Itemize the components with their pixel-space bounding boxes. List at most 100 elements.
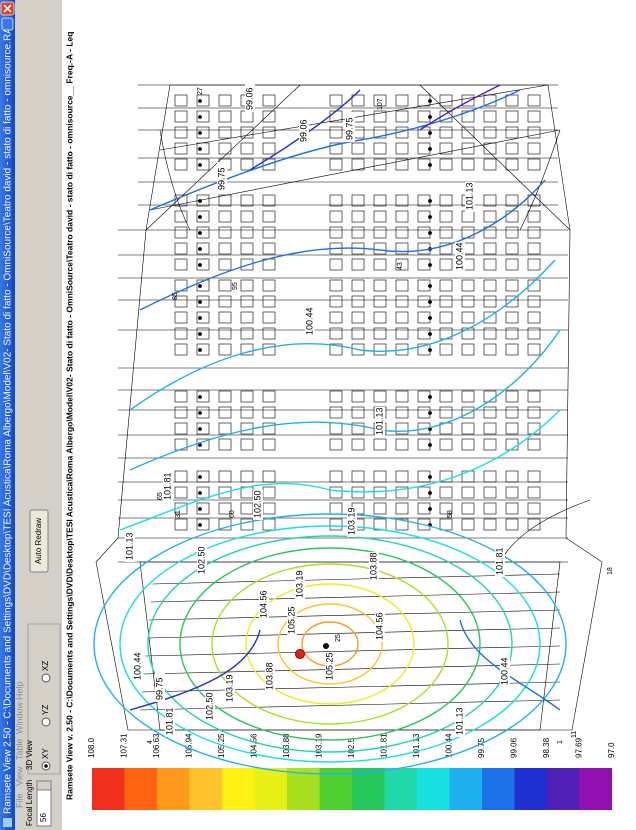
- seat-box: [505, 258, 519, 271]
- seat-box: [505, 158, 519, 171]
- contour: [139, 179, 546, 311]
- seat-box: [505, 295, 519, 308]
- seat-box: [395, 390, 409, 403]
- seat-box: [329, 518, 343, 531]
- seat-point: [198, 163, 202, 167]
- seat-box: [351, 311, 365, 324]
- seat-box: [483, 210, 497, 223]
- seat-box: [527, 94, 541, 107]
- seat-point: [428, 491, 432, 495]
- window-title: Ramsete View 2.50 - C:\Documents and Set…: [3, 21, 14, 814]
- seat-box: [373, 343, 387, 356]
- seat-box: [395, 242, 409, 255]
- menu-item[interactable]: Window: [14, 701, 24, 734]
- seat-box: [174, 210, 188, 223]
- seat-point: [428, 395, 432, 399]
- seat-box: [218, 295, 232, 308]
- seat-point: [198, 263, 202, 267]
- seat-box: [527, 343, 541, 356]
- seat-box: [262, 327, 276, 340]
- seat-box: [373, 438, 387, 451]
- color-swatch: [579, 768, 612, 810]
- scale-label: 103.19: [315, 733, 324, 758]
- seat-box: [329, 142, 343, 155]
- seat-box: [527, 210, 541, 223]
- restore-button[interactable]: [1, 17, 14, 31]
- seat-box: [240, 406, 254, 419]
- seat-box: [329, 390, 343, 403]
- seat-box: [527, 486, 541, 499]
- seat-box: [395, 194, 409, 207]
- seat-box: [329, 158, 343, 171]
- scale-label: 105.94: [185, 733, 194, 758]
- label-bg: [165, 707, 175, 737]
- radio-button[interactable]: [41, 717, 51, 727]
- seat-box: [483, 142, 497, 155]
- auto-redraw-label: Auto Redraw: [34, 518, 43, 564]
- seat-box: [439, 126, 453, 139]
- menu-item[interactable]: Table: [14, 738, 24, 760]
- contour-label: 104.56: [374, 612, 384, 640]
- scale-label: 104.56: [250, 733, 259, 758]
- radio-label: XZ: [41, 661, 50, 671]
- seat-box: [373, 142, 387, 155]
- seat-box: [505, 406, 519, 419]
- seat-box: [351, 390, 365, 403]
- focal-length-spinner[interactable]: [36, 780, 52, 791]
- seat-box: [395, 158, 409, 171]
- radio-button[interactable]: [41, 673, 51, 683]
- label-bg: [375, 612, 385, 642]
- contour-label: 100.44: [304, 307, 314, 335]
- seat-point: [198, 491, 202, 495]
- menu-item[interactable]: Help: [14, 681, 24, 700]
- seat-box: [329, 311, 343, 324]
- seat-box: [240, 343, 254, 356]
- seat-box: [483, 406, 497, 419]
- seat-box: [196, 470, 210, 483]
- scale-label: 97.0: [607, 742, 616, 758]
- menu-item[interactable]: File: [14, 793, 24, 808]
- seat-box: [262, 470, 276, 483]
- label-bg: [287, 606, 297, 636]
- seat-box: [174, 242, 188, 255]
- point-label: 95: [232, 282, 239, 290]
- seat-box: [527, 438, 541, 451]
- seat-box: [196, 295, 210, 308]
- seat-box: [395, 142, 409, 155]
- seat-box: [174, 126, 188, 139]
- seat-box: [439, 518, 453, 531]
- seat-box: [461, 311, 475, 324]
- color-swatch: [514, 768, 547, 810]
- seat-box: [329, 226, 343, 239]
- contour-label: 99.75: [216, 167, 226, 190]
- seat-box: [262, 94, 276, 107]
- seat-box: [351, 470, 365, 483]
- seat-box: [395, 226, 409, 239]
- seat-box: [174, 422, 188, 435]
- seat-box: [329, 470, 343, 483]
- seat-box: [329, 343, 343, 356]
- seat-box: [218, 242, 232, 255]
- seat-box: [174, 158, 188, 171]
- seat-point: [428, 147, 432, 151]
- point-label: 18: [607, 567, 614, 575]
- seat-box: [527, 390, 541, 403]
- seat-box: [196, 327, 210, 340]
- seat-box: [505, 390, 519, 403]
- seat-box: [439, 502, 453, 515]
- seat-box: [395, 279, 409, 292]
- seat-box: [262, 210, 276, 223]
- stage-line: [143, 663, 561, 675]
- contour: [419, 84, 501, 131]
- seat-point: [198, 411, 202, 415]
- seat-box: [351, 422, 365, 435]
- menu-item[interactable]: View: [14, 766, 24, 786]
- seat-box: [329, 438, 343, 451]
- seat-box: [351, 279, 365, 292]
- seat-box: [262, 438, 276, 451]
- scale-label: 100.44: [445, 733, 454, 758]
- seat-box: [218, 210, 232, 223]
- seat-box: [174, 518, 188, 531]
- seat-point: [198, 348, 202, 352]
- auto-redraw-button[interactable]: [29, 509, 49, 573]
